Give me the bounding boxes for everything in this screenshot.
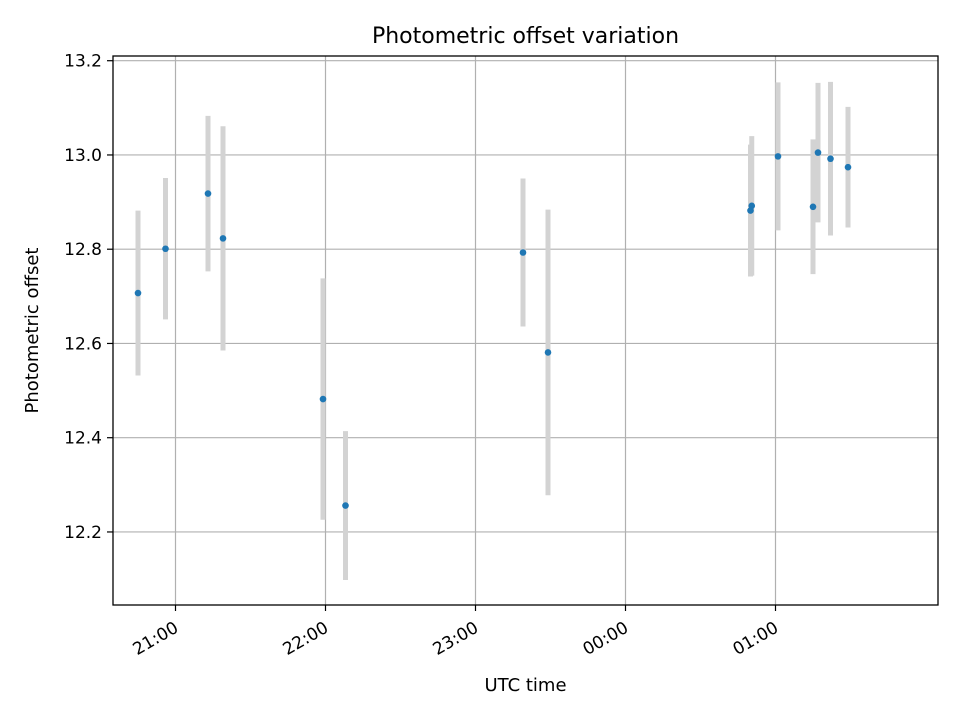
- y-tick-label: 13.0: [64, 146, 102, 166]
- data-point: [544, 349, 552, 356]
- data-point: [162, 245, 169, 253]
- plot-frame: [112, 55, 939, 606]
- y-axis-label: Photometric offset: [22, 248, 43, 414]
- data-point: [204, 190, 212, 197]
- y-tick-label: 13.2: [64, 52, 102, 72]
- data-point: [342, 502, 349, 509]
- data-point: [844, 163, 852, 171]
- chart-title: Photometric offset variation: [372, 24, 679, 49]
- data-point: [814, 149, 822, 156]
- data-point: [827, 155, 834, 163]
- data-point: [134, 289, 142, 297]
- data-point: [219, 235, 227, 242]
- x-axis-label: UTC time: [484, 675, 566, 696]
- point-layer: [134, 149, 852, 509]
- y-tick-label: 12.2: [64, 523, 102, 543]
- data-point: [319, 395, 327, 403]
- y-tick-label: 12.6: [64, 334, 102, 354]
- data-point: [519, 249, 527, 256]
- grid-layer: [113, 56, 938, 605]
- data-point: [774, 153, 782, 160]
- y-tick-label: 12.8: [64, 240, 102, 260]
- data-point: [809, 203, 817, 211]
- data-point: [748, 202, 756, 210]
- y-tick-label: 12.4: [64, 429, 102, 449]
